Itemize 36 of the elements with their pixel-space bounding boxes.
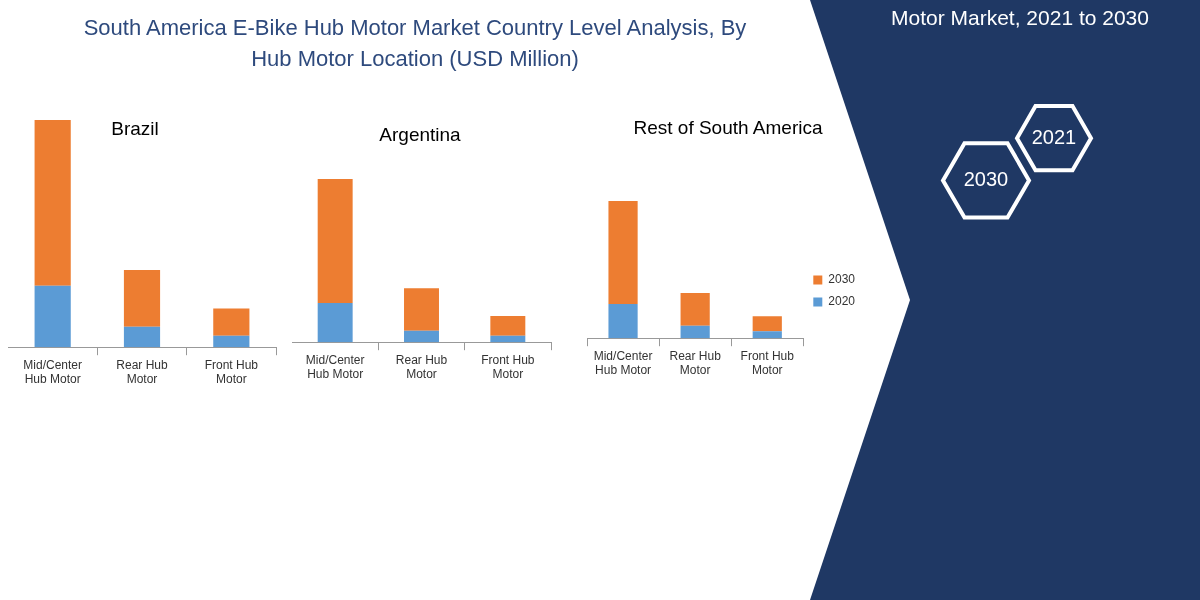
chart-title: Brazil xyxy=(110,118,160,140)
legend-label: 2030 xyxy=(828,272,856,287)
bar xyxy=(608,303,638,339)
chart-title: Argentina xyxy=(378,124,462,146)
text: 2021 xyxy=(1030,126,1078,149)
bar xyxy=(490,335,526,343)
bar xyxy=(490,316,526,336)
bar xyxy=(213,335,250,348)
bar xyxy=(680,325,710,339)
x-tick-label: Rear Hub Motor xyxy=(395,352,448,382)
text: 2030 xyxy=(962,168,1010,191)
bar xyxy=(317,179,353,304)
bar xyxy=(123,269,161,327)
bar xyxy=(123,326,161,348)
x-tick-label: Front Hub Motor xyxy=(481,352,535,382)
x-tick-label: Mid/Center Hub Motor xyxy=(593,348,653,378)
x-tick-label: Mid/Center Hub Motor xyxy=(23,357,83,387)
bar xyxy=(404,330,439,343)
text: Motor Market, 2021 to 2030 xyxy=(890,6,1150,30)
bar xyxy=(752,316,782,332)
x-tick-label: Mid/Center Hub Motor xyxy=(305,352,365,382)
x-tick-label: Rear Hub Motor xyxy=(669,348,722,378)
bar xyxy=(213,308,250,336)
bar xyxy=(680,292,710,326)
x-tick-label: Front Hub Motor xyxy=(740,348,795,378)
bar xyxy=(317,303,353,343)
x-tick-label: Rear Hub Motor xyxy=(116,357,168,387)
legend-label: 2020 xyxy=(828,294,856,309)
text: South America E-Bike Hub Motor Market Country Level Analysis, By Hub Motor Location (USD Million) xyxy=(82,14,748,73)
x-tick-label: Front Hub Motor xyxy=(204,357,259,387)
bar xyxy=(752,331,782,339)
bar xyxy=(34,120,71,286)
bar xyxy=(34,285,71,348)
chart-title: Rest of South America xyxy=(632,117,824,139)
bar xyxy=(608,201,638,304)
bar xyxy=(404,288,439,331)
